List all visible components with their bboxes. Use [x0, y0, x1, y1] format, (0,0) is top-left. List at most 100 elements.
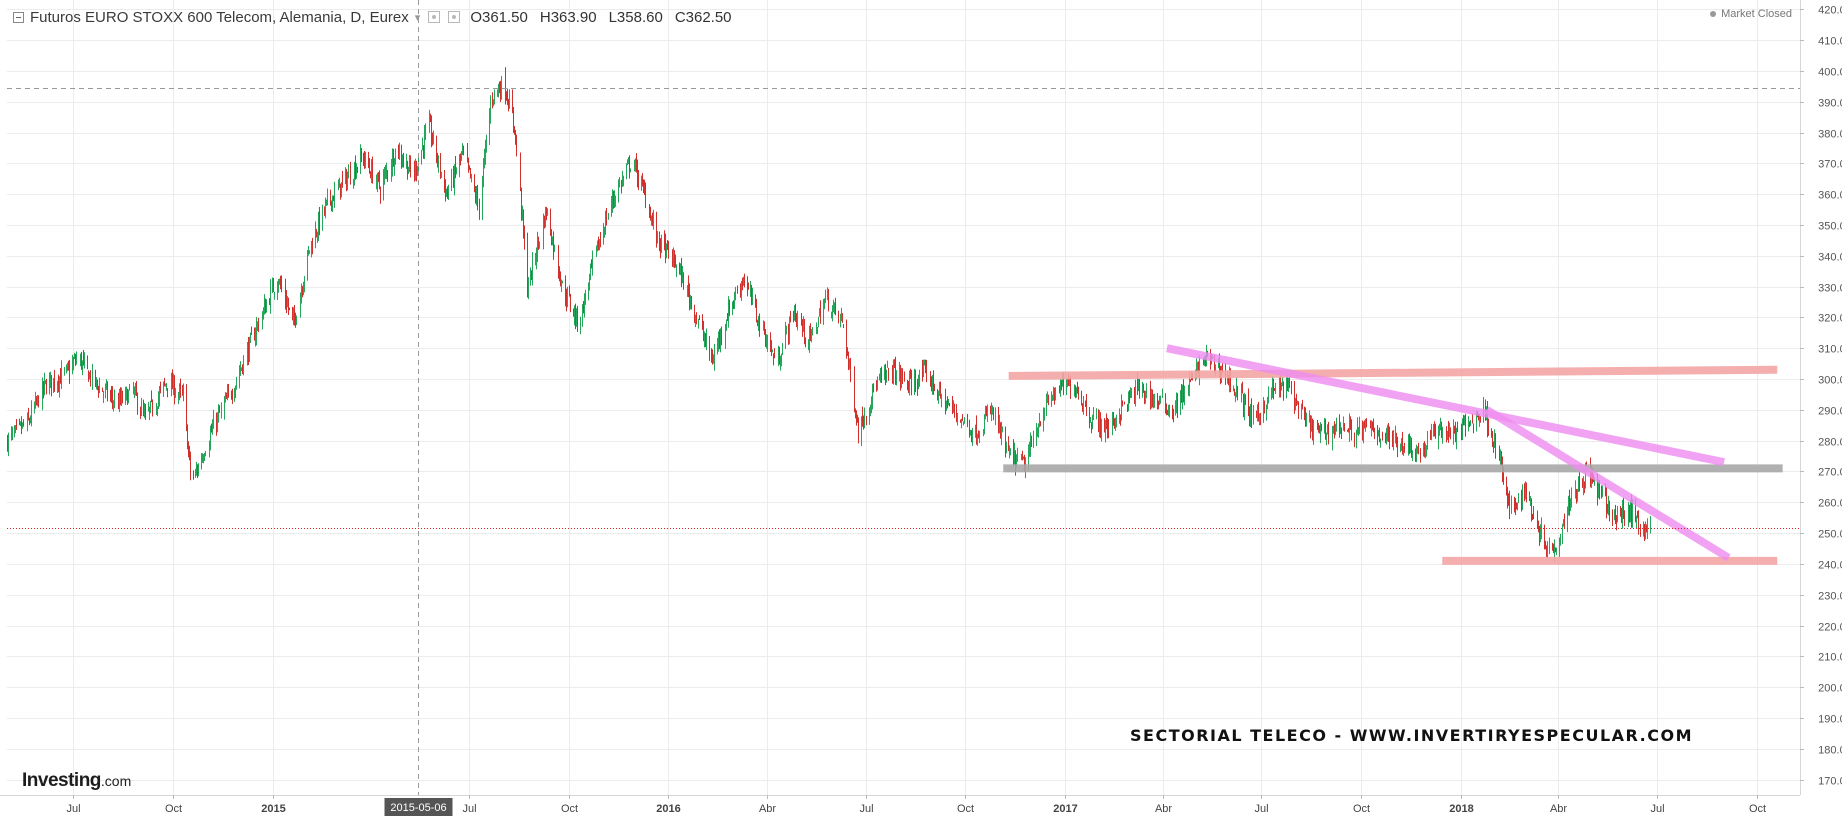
candle-body [551, 234, 552, 244]
candle-body [656, 218, 657, 242]
candle-body [1182, 388, 1183, 402]
candle-body [1395, 431, 1396, 442]
candle-body [1516, 504, 1517, 508]
candle-body [719, 335, 720, 342]
candle-body [857, 420, 858, 422]
candle-body [348, 171, 349, 179]
candle-body [881, 373, 882, 378]
candle-body [1245, 396, 1246, 399]
time-axis[interactable]: Jul Oct 2015 Jul Oct 2016 Abr Jul Oct 2017 Abr Jul O… [0, 795, 1800, 815]
candle-body [1215, 366, 1216, 369]
settings-icon[interactable] [448, 11, 461, 23]
candle-body [1492, 433, 1493, 439]
candle-body [128, 391, 129, 402]
candle-body [251, 333, 252, 335]
candle-body [1602, 490, 1603, 494]
candle-body [544, 217, 545, 227]
candle-body [509, 96, 510, 109]
candle-body [711, 354, 712, 356]
candle-body [621, 181, 622, 188]
candle-body [114, 397, 115, 402]
candle-body [455, 163, 456, 171]
open-value: O361.50 [470, 8, 528, 26]
candle-body [596, 246, 597, 256]
candle-body [1530, 503, 1531, 505]
market-status-label: Market Closed [1721, 8, 1792, 20]
candle-body [580, 319, 581, 330]
candle-body [721, 332, 722, 338]
x-tick-label: Jul [859, 803, 873, 815]
candle-body [1393, 437, 1394, 448]
candle-body [1473, 425, 1474, 428]
candle-body [652, 218, 653, 221]
candle-body [895, 363, 896, 381]
candle-body [1297, 403, 1298, 405]
candle-body [744, 281, 745, 285]
candle-body [1222, 368, 1223, 370]
candle-body [441, 172, 442, 175]
candle-body [134, 389, 135, 392]
candle-body [1479, 414, 1480, 420]
candle-body [1219, 361, 1220, 372]
y-tick-label: 350.00 [1818, 221, 1842, 233]
candle-body [497, 90, 498, 94]
candle-body [592, 256, 593, 268]
candle-body [210, 432, 211, 444]
candle-body [258, 323, 259, 329]
candle-body [127, 392, 128, 405]
candle-body [1387, 431, 1388, 434]
candle-body [303, 285, 304, 295]
candle-body [802, 326, 803, 330]
candle-body [1529, 498, 1530, 501]
candle-body [573, 310, 574, 316]
candle-body [1343, 423, 1344, 431]
candle-body [286, 297, 287, 307]
candle-body [1410, 441, 1411, 449]
candle-body [914, 376, 915, 390]
candle-body [824, 299, 825, 304]
candle-body [949, 403, 950, 406]
x-tick-label: Jul [1650, 803, 1664, 815]
candle-body [401, 148, 402, 161]
candle-body [225, 396, 226, 401]
chevron-down-icon[interactable]: ▾ [414, 11, 421, 24]
brand-logo[interactable]: Investing.com [22, 770, 131, 792]
candle-body [341, 182, 342, 197]
candle-body [757, 320, 758, 325]
candle-body [35, 397, 36, 407]
candle-body [780, 361, 781, 368]
candle-body [88, 371, 89, 382]
visibility-icon[interactable] [428, 11, 441, 23]
candle-body [629, 158, 630, 172]
y-tick-label: 280.00 [1818, 437, 1842, 449]
candle-body [217, 414, 218, 428]
y-tick-label: 400.00 [1818, 67, 1842, 79]
price-axis[interactable]: 170.00 180.00 190.00 200.00 210.00 220.00 230.… [1800, 0, 1842, 819]
candle-body [1005, 428, 1006, 453]
candle-body [248, 344, 249, 359]
candle-body [747, 280, 748, 289]
candle-body [81, 354, 82, 368]
candle-body [1038, 429, 1039, 433]
candle-body [886, 371, 887, 376]
candle-body [395, 148, 396, 162]
candle-body [1616, 515, 1617, 523]
candle-body [325, 203, 326, 212]
candle-body [941, 394, 942, 400]
candle-body [1044, 410, 1045, 418]
candle-body [1150, 388, 1151, 404]
candle-body [110, 395, 111, 397]
y-tick-label: 340.00 [1818, 252, 1842, 264]
candle-body [391, 166, 392, 176]
candle-body [332, 196, 333, 208]
candle-body [1296, 396, 1297, 402]
candle-body [477, 190, 478, 204]
collapse-legend-button[interactable] [13, 11, 24, 23]
candle-body [106, 384, 107, 386]
candle-body [945, 394, 946, 410]
candle-body [1165, 397, 1166, 407]
candle-body [1412, 455, 1413, 459]
candle-body [1143, 387, 1144, 392]
symbol-title[interactable]: Futuros EURO STOXX 600 Telecom, Alemania… [30, 8, 409, 26]
